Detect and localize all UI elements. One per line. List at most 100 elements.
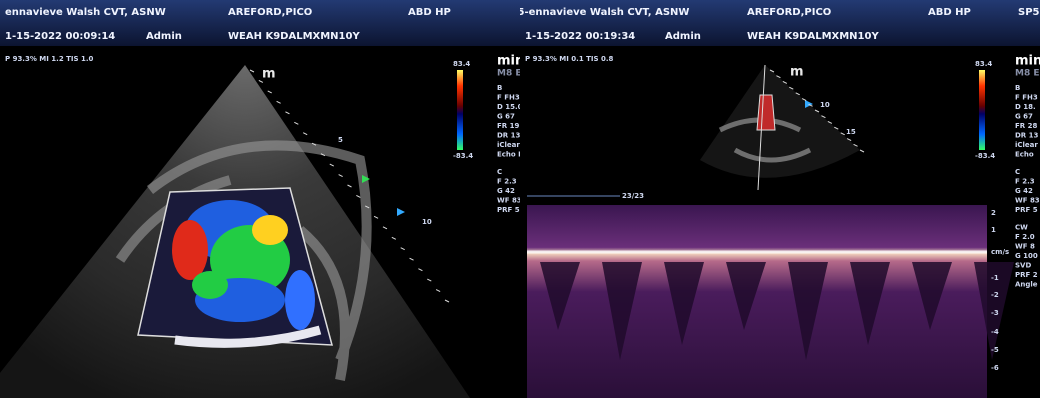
sidebar-item: CW (1015, 224, 1028, 232)
sidebar-item: min (1015, 54, 1040, 69)
doppler-scale-label: -4 (991, 328, 999, 336)
color-flow-box (757, 95, 775, 130)
user: Admin (146, 31, 182, 42)
doppler-scale-label: -3 (991, 309, 999, 317)
screen: ennavieve Walsh CVT, ASNW AREFORD,PICO A… (0, 0, 1040, 398)
sidebar-item: F 2.3 (497, 178, 517, 186)
tick (268, 91, 272, 93)
depth-label: 5 (338, 136, 343, 144)
sidebar-item: FR 28 (1015, 122, 1037, 130)
probe-logo: m (262, 67, 276, 82)
doppler-scale-label: 2 (991, 209, 996, 217)
doppler-scale-label: -5 (991, 346, 999, 354)
depth-label: 15 (846, 128, 856, 136)
power-info: P 93.3% MI 0.1 TIS 0.8 (525, 55, 614, 63)
doppler-scale-label: cm/s (991, 248, 1009, 256)
sidebar-item: M8 E (1015, 69, 1040, 79)
exam: ABD HP (928, 7, 971, 18)
sidebar-item: PRF 2 (1015, 271, 1038, 279)
sidebar-item: Angle (1015, 281, 1038, 289)
tick (277, 101, 281, 103)
right-panel: 2 1 cm/s -1 -2 -3 -4 -5 -6 SP5-ennavieve Walsh C… (503, 7, 1040, 398)
sidebar-item: PRF 5. (497, 206, 522, 214)
tick (418, 269, 422, 271)
sidebar-item: WF 83 (1015, 197, 1040, 205)
tick (339, 175, 343, 177)
color-scale-bar (457, 70, 463, 150)
sidebar-item: WF 83 (497, 197, 522, 205)
sidebar-item: F FH3. (497, 94, 522, 102)
patient-id: AREFORD,PICO (228, 7, 312, 18)
doppler-scale-label: -6 (991, 364, 999, 372)
doppler-scale-label: 1 (991, 226, 996, 234)
patient-name: ennavieve Walsh CVT, ASNW (5, 7, 166, 18)
sidebar-item: C (497, 168, 502, 176)
tick (427, 279, 431, 281)
tick (285, 112, 289, 114)
sidebar-item: M8 E (497, 69, 522, 79)
sidebar-item: G 67 (1015, 113, 1033, 121)
tick (250, 70, 254, 72)
tick (303, 133, 307, 135)
sidebar-item: DR 13 (497, 132, 521, 140)
color-scale-max: 83.4 (975, 60, 992, 68)
sidebar-item: B (497, 84, 502, 92)
power-info: P 93.3% MI 1.2 TIS 1.0 (5, 55, 94, 63)
study-id: WEAH K9DALMXMN10Y (747, 31, 879, 42)
sidebar-item: Echo E (497, 151, 523, 159)
sidebar-item: D 18. (1015, 103, 1036, 111)
datetime: 1-15-2022 00:09:14 (5, 31, 115, 42)
sidebar-item: FR 19 (497, 122, 519, 130)
color-scale-min: -83.4 (975, 152, 995, 160)
tick (445, 300, 449, 302)
sidebar-item: B (1015, 84, 1020, 92)
color-scale-max: 83.4 (453, 60, 470, 68)
tick (410, 258, 414, 260)
doppler-scale-label: -2 (991, 291, 999, 299)
doppler-spectrum (527, 205, 987, 398)
tick (860, 150, 864, 152)
sidebar-item: G 100 (1015, 252, 1038, 260)
sidebar-item: G 67 (497, 113, 515, 121)
tick (356, 195, 360, 197)
sidebar-item: SVD (1015, 262, 1031, 270)
tick (401, 248, 405, 250)
tick (330, 164, 334, 166)
header-extra: SP5 (1018, 7, 1040, 18)
sidebar-item: min (497, 54, 524, 69)
depth-label: 10 (422, 218, 432, 226)
tick (374, 216, 378, 218)
sidebar-item: G 42 (497, 187, 515, 195)
depth-label: 10 (820, 101, 830, 109)
tick (383, 227, 387, 229)
focus-marker (397, 208, 405, 216)
tick (392, 237, 396, 239)
sidebar-item: D 15.0 (497, 103, 523, 111)
probe-logo: m (790, 65, 804, 80)
sidebar-item: iClear (1015, 141, 1038, 149)
color-scale-min: -83.4 (453, 152, 473, 160)
sidebar-item: DR 13 (1015, 132, 1039, 140)
tick (436, 290, 440, 292)
patient-name: SP5-ennavieve Walsh CVT, ASNW (503, 7, 689, 18)
tick (348, 185, 352, 187)
sidebar-item: iClear (497, 141, 520, 149)
color-scale-bar (979, 70, 985, 150)
sidebar-item: F 2.3 (1015, 178, 1035, 186)
sidebar-item: WF 8 (1015, 243, 1035, 251)
sidebar-item: Echo (1015, 151, 1034, 159)
sidebar-item: F 2.0 (1015, 233, 1035, 241)
doppler-scale-label: -1 (991, 274, 999, 282)
tick (294, 122, 298, 124)
sidebar-item: C (1015, 168, 1020, 176)
left-panel: ennavieve Walsh CVT, ASNW AREFORD,PICO A… (0, 7, 524, 398)
study-id: WEAH K9DALMXMN10Y (228, 31, 360, 42)
patient-id: AREFORD,PICO (747, 7, 831, 18)
exam: ABD HP (408, 7, 451, 18)
sidebar-item: G 42 (1015, 187, 1033, 195)
datetime: 1-15-2022 00:19:34 (525, 31, 635, 42)
sidebar-item: F FH3 (1015, 94, 1038, 102)
sidebar-item: PRF 5 (1015, 206, 1038, 214)
